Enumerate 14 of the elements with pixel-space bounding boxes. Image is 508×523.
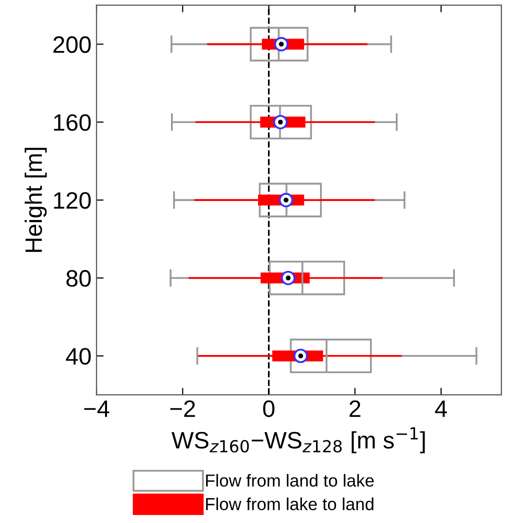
x-tick-label: 4 <box>435 400 447 417</box>
x-tick-label: −4 <box>84 400 110 417</box>
y-tick-label: 80 <box>66 270 91 287</box>
x-axis-title: WS$_{z160}$−WS$_{z128}$ [m s$^{−1}$] <box>172 427 425 454</box>
y-tick-label: 40 <box>66 348 91 365</box>
y-tick-label: 120 <box>54 192 91 209</box>
x-tick-label: −2 <box>170 400 195 417</box>
legend-label: Flow from lake to land <box>206 497 374 510</box>
legend-label: Flow from land to lake <box>206 474 374 487</box>
x-tick-label: 2 <box>350 400 360 417</box>
y-tick-label: 160 <box>54 114 91 131</box>
y-tick-label: 200 <box>53 36 91 53</box>
x-tick-label: 0 <box>263 400 274 418</box>
y-axis-title: Height [m] <box>24 148 47 252</box>
